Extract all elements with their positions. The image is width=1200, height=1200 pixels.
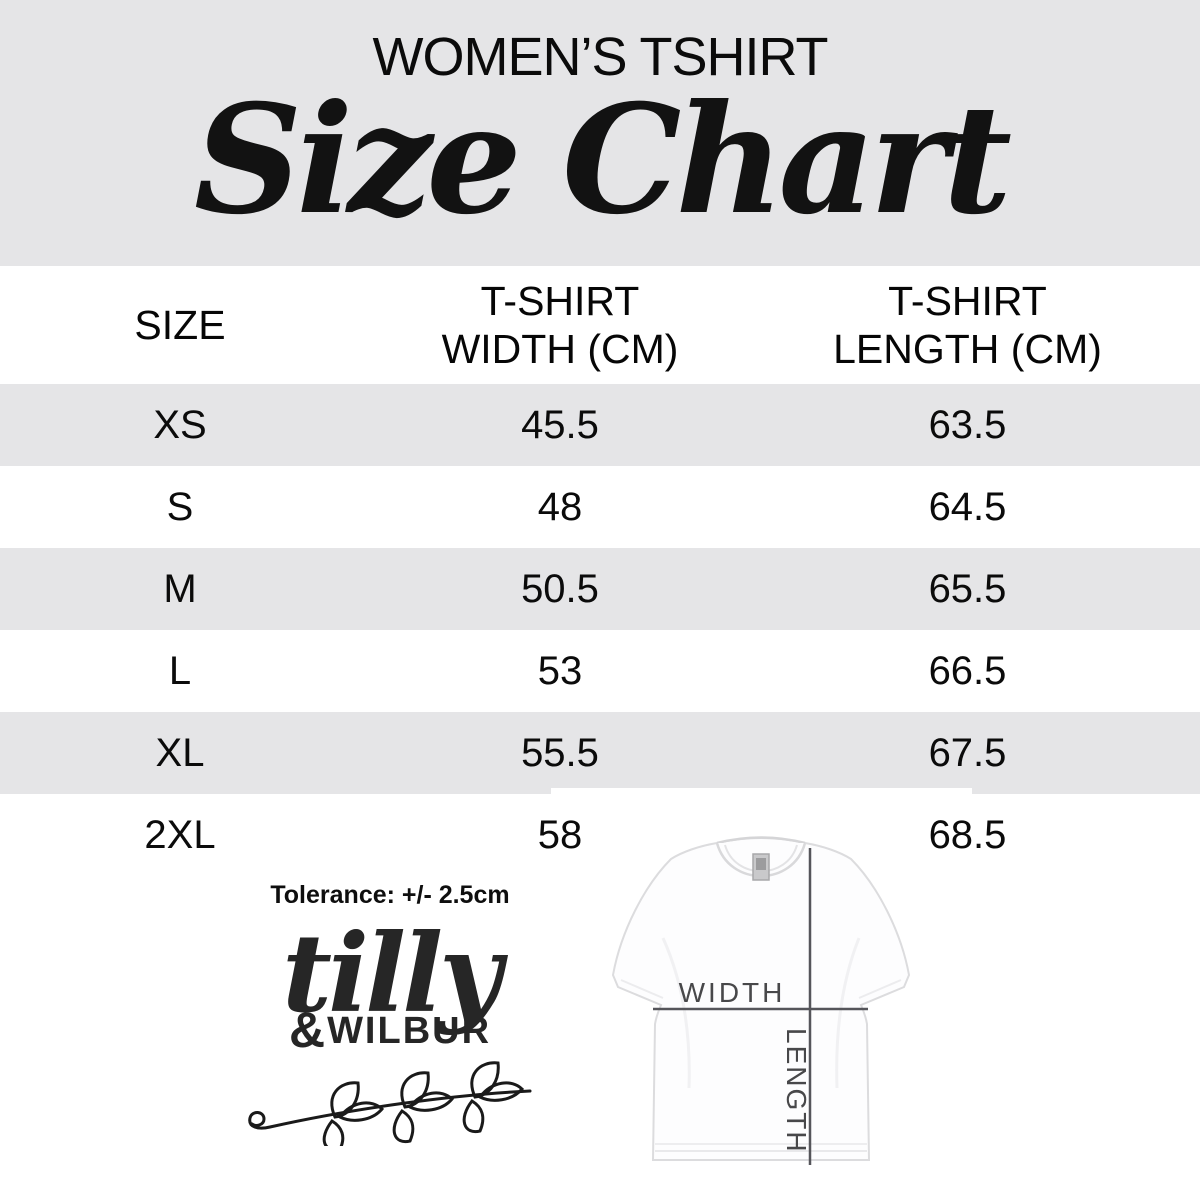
size-value: L: [168, 648, 192, 693]
table-row: 2XL 58 68.5: [0, 794, 1200, 876]
column-header-width: T-SHIRT WIDTH (CM): [441, 277, 679, 372]
size-value: S: [166, 484, 194, 529]
header-band: [0, 0, 1200, 266]
crease-right: [835, 937, 861, 1089]
brand-logo: tilly &WILBUR: [235, 911, 545, 1152]
size-value: M: [163, 566, 197, 611]
table-row: L 53 66.5: [0, 630, 1200, 712]
column-header-length: T-SHIRT LENGTH (CM): [833, 277, 1102, 372]
length-value: 66.5: [928, 648, 1007, 693]
width-value: 55.5: [521, 730, 599, 775]
width-value: 53: [537, 648, 583, 693]
crease-left: [661, 937, 691, 1089]
row-stripe-xl: [0, 712, 1200, 794]
logo-ampersand: &: [288, 1002, 328, 1059]
chart-subtitle: WOMEN’S TSHIRT: [372, 27, 828, 87]
table-header-row: SIZE T-SHIRT WIDTH (CM) T-SHIRT LENGTH (…: [0, 266, 1200, 384]
tshirt-body: [611, 837, 911, 1161]
size-value: XS: [153, 402, 207, 447]
width-value: 48: [537, 484, 583, 529]
tshirt-illustration: WIDTH LENGTH: [611, 836, 911, 1165]
tshirt-diagram: WIDTH LENGTH: [551, 788, 972, 1200]
length-value: 63.5: [928, 402, 1007, 447]
neck-label-print: [756, 858, 766, 870]
column-header-size: SIZE: [134, 301, 226, 348]
table-row: M 50.5 65.5: [0, 548, 1200, 630]
sleeve-hem-right: [858, 979, 902, 999]
width-value: 45.5: [521, 402, 599, 447]
width-value: 50.5: [521, 566, 599, 611]
length-value: 65.5: [928, 566, 1007, 611]
logo-script-text: tilly: [282, 911, 502, 1037]
length-value: 68.5: [928, 812, 1007, 857]
logo-caps-line: &WILBUR: [235, 1001, 545, 1059]
length-value: 64.5: [928, 484, 1007, 529]
sleeve-hem-left: [620, 979, 664, 999]
table-row: S 48 64.5: [0, 466, 1200, 548]
tolerance-note: Tolerance: +/- 2.5cm: [270, 881, 510, 909]
size-value: 2XL: [144, 812, 216, 857]
size-table: XS 45.5 63.5 S 48 64.5 M 50.5 65.5 L 53 …: [0, 384, 1200, 876]
table-row: XS 45.5 63.5: [0, 384, 1200, 466]
chart-title: Size Chart: [193, 72, 1012, 248]
table-row: XL 55.5 67.5: [0, 712, 1200, 794]
logo-name-text: WILBUR: [327, 1010, 492, 1053]
row-stripe-xs: [0, 384, 1200, 466]
size-value: XL: [155, 730, 205, 775]
width-label: WIDTH: [679, 977, 786, 1008]
row-stripe-m: [0, 548, 1200, 630]
collar-back-edge: [716, 836, 806, 845]
length-value: 67.5: [928, 730, 1007, 775]
width-value: 58: [537, 812, 583, 857]
length-label: LENGTH: [781, 1028, 812, 1154]
branch-doodle-icon: [248, 1061, 532, 1152]
